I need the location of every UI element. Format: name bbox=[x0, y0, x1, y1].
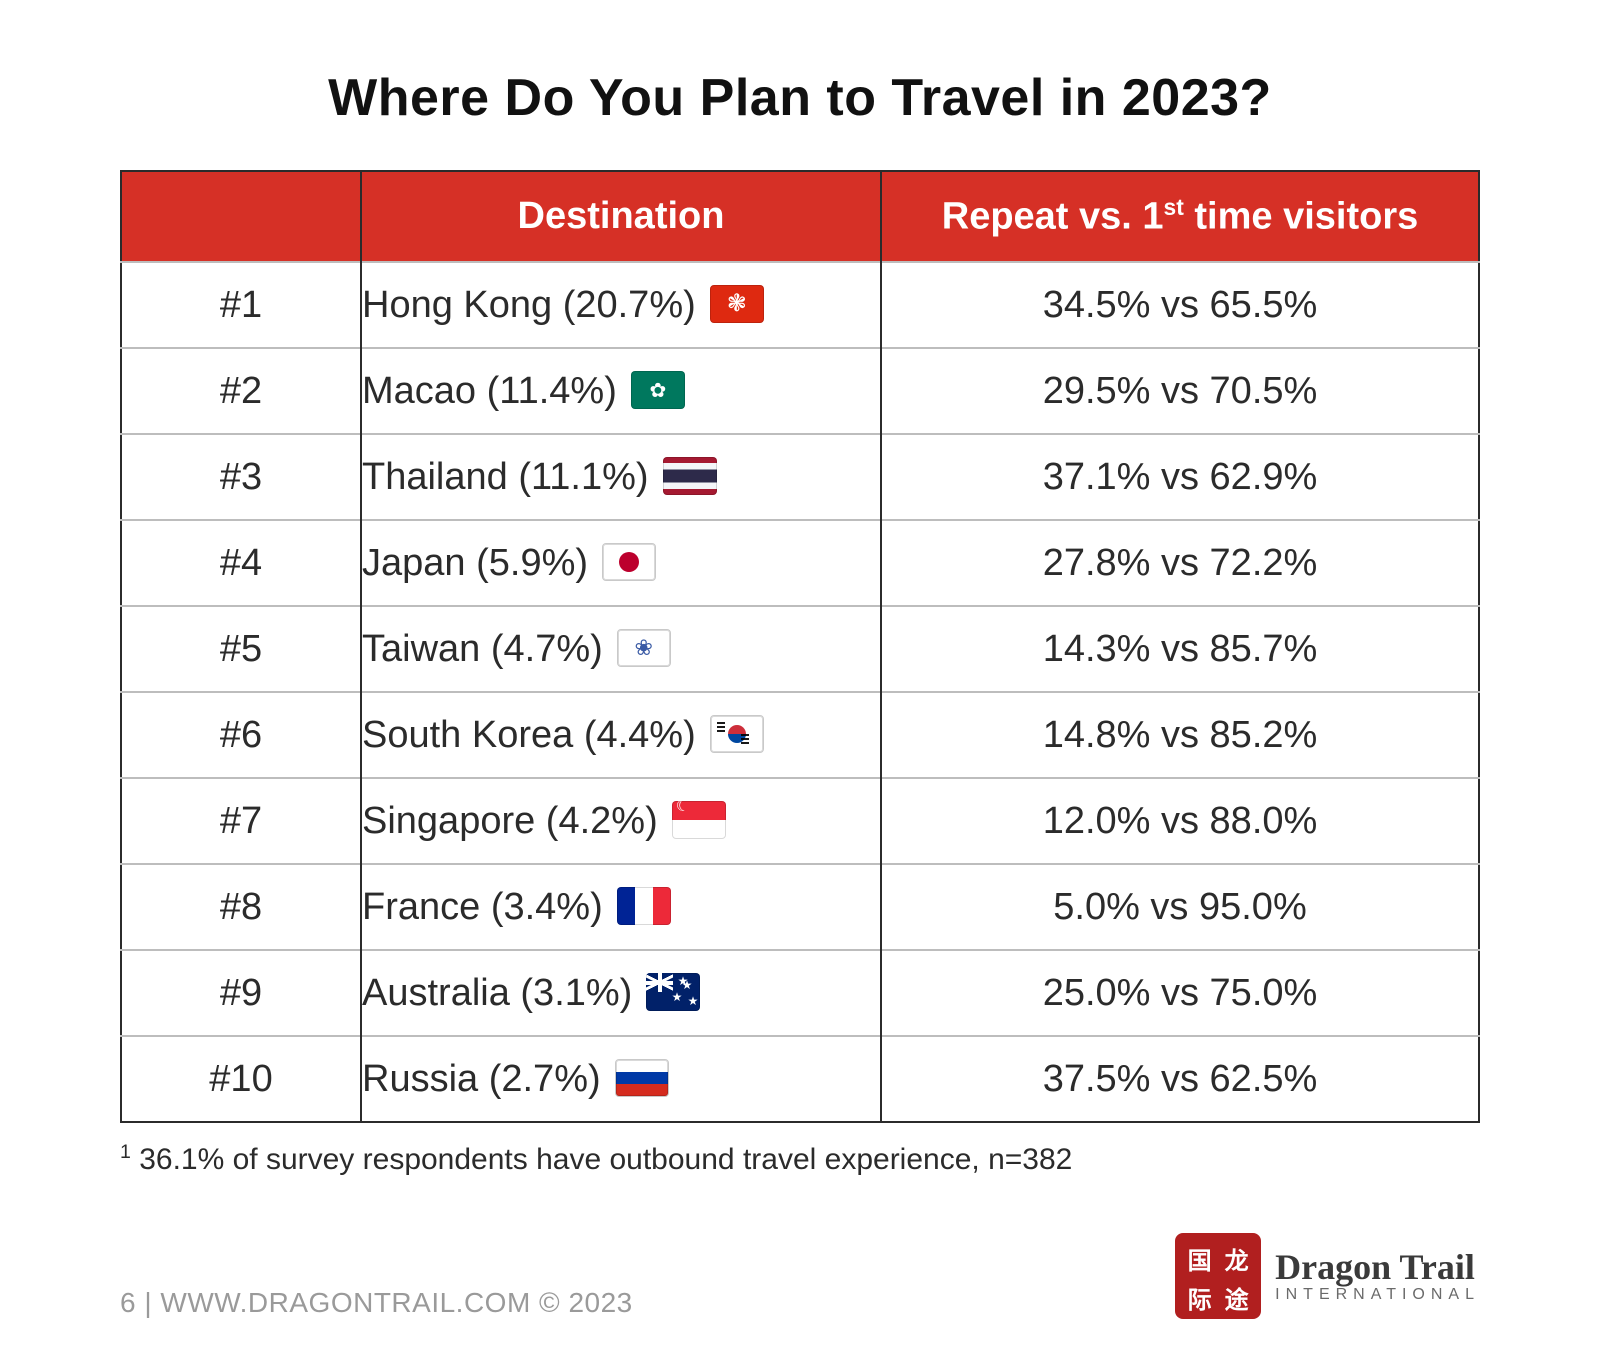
rank-cell: #2 bbox=[121, 348, 361, 434]
visitors-cell: 27.8% vs 72.2% bbox=[881, 520, 1479, 606]
destination-cell: Russia (2.7%) bbox=[361, 1036, 881, 1122]
th-flag-icon bbox=[663, 457, 717, 495]
table-row: #10Russia (2.7%) 37.5% vs 62.5% bbox=[121, 1036, 1479, 1122]
logo-char: 国 bbox=[1183, 1241, 1216, 1276]
rank-cell: #8 bbox=[121, 864, 361, 950]
rank-cell: #4 bbox=[121, 520, 361, 606]
au-flag-icon bbox=[646, 973, 700, 1011]
rank-cell: #6 bbox=[121, 692, 361, 778]
destination-label: Hong Kong (20.7%) bbox=[362, 284, 696, 326]
table-row: #2Macao (11.4%) 29.5% vs 70.5% bbox=[121, 348, 1479, 434]
table-row: #8France (3.4%) 5.0% vs 95.0% bbox=[121, 864, 1479, 950]
hk-flag-icon bbox=[710, 285, 764, 323]
destination-label: Taiwan (4.7%) bbox=[362, 628, 603, 670]
table-row: #1Hong Kong (20.7%) 34.5% vs 65.5% bbox=[121, 262, 1479, 348]
destination-cell: Taiwan (4.7%) bbox=[361, 606, 881, 692]
destination-cell: Macao (11.4%) bbox=[361, 348, 881, 434]
destination-label: Singapore (4.2%) bbox=[362, 800, 658, 842]
rank-cell: #9 bbox=[121, 950, 361, 1036]
sg-flag-icon bbox=[672, 801, 726, 839]
slide-footer: 6 | WWW.DRAGONTRAIL.COM © 2023 国 龙 际 途 D… bbox=[120, 1233, 1480, 1319]
destination-cell: South Korea (4.4%) bbox=[361, 692, 881, 778]
destination-cell: Singapore (4.2%) bbox=[361, 778, 881, 864]
destination-label: Thailand (11.1%) bbox=[362, 456, 649, 498]
ru-flag-icon bbox=[615, 1059, 669, 1097]
brand-logo-mark: 国 龙 际 途 bbox=[1175, 1233, 1261, 1319]
visitors-cell: 34.5% vs 65.5% bbox=[881, 262, 1479, 348]
visitors-cell: 12.0% vs 88.0% bbox=[881, 778, 1479, 864]
travel-table: Destination Repeat vs. 1st time visitors… bbox=[120, 170, 1480, 1123]
col-header-destination: Destination bbox=[361, 171, 881, 262]
rank-cell: #5 bbox=[121, 606, 361, 692]
tw-flag-icon bbox=[617, 629, 671, 667]
table-row: #4Japan (5.9%) 27.8% vs 72.2% bbox=[121, 520, 1479, 606]
destination-label: Macao (11.4%) bbox=[362, 370, 617, 412]
destination-label: Australia (3.1%) bbox=[362, 972, 632, 1014]
logo-char: 龙 bbox=[1220, 1241, 1253, 1276]
destination-label: Japan (5.9%) bbox=[362, 542, 588, 584]
logo-char: 际 bbox=[1183, 1280, 1216, 1315]
visitors-cell: 5.0% vs 95.0% bbox=[881, 864, 1479, 950]
visitors-cell: 37.1% vs 62.9% bbox=[881, 434, 1479, 520]
destination-cell: France (3.4%) bbox=[361, 864, 881, 950]
brand-subtitle: INTERNATIONAL bbox=[1275, 1287, 1480, 1304]
table-header-row: Destination Repeat vs. 1st time visitors bbox=[121, 171, 1479, 262]
slide-title: Where Do You Plan to Travel in 2023? bbox=[120, 68, 1480, 128]
visitors-cell: 25.0% vs 75.0% bbox=[881, 950, 1479, 1036]
brand-name: Dragon Trail bbox=[1275, 1249, 1480, 1287]
slide: Where Do You Plan to Travel in 2023? Des… bbox=[0, 0, 1600, 1359]
rank-cell: #10 bbox=[121, 1036, 361, 1122]
rank-cell: #3 bbox=[121, 434, 361, 520]
jp-flag-icon bbox=[602, 543, 656, 581]
table-row: #5Taiwan (4.7%) 14.3% vs 85.7% bbox=[121, 606, 1479, 692]
destination-cell: Hong Kong (20.7%) bbox=[361, 262, 881, 348]
table-row: #6South Korea (4.4%) 14.8% vs 85.2% bbox=[121, 692, 1479, 778]
mo-flag-icon bbox=[631, 371, 685, 409]
footnote: 1 36.1% of survey respondents have outbo… bbox=[120, 1141, 1480, 1177]
kr-flag-icon bbox=[710, 715, 764, 753]
destination-cell: Australia (3.1%) bbox=[361, 950, 881, 1036]
rank-cell: #1 bbox=[121, 262, 361, 348]
table-row: #7Singapore (4.2%) 12.0% vs 88.0% bbox=[121, 778, 1479, 864]
destination-cell: Thailand (11.1%) bbox=[361, 434, 881, 520]
logo-char: 途 bbox=[1220, 1280, 1253, 1315]
visitors-cell: 14.8% vs 85.2% bbox=[881, 692, 1479, 778]
col-header-rank bbox=[121, 171, 361, 262]
destination-cell: Japan (5.9%) bbox=[361, 520, 881, 606]
table-row: #9Australia (3.1%) 25.0% vs 75.0% bbox=[121, 950, 1479, 1036]
brand-logo: 国 龙 际 途 Dragon Trail INTERNATIONAL bbox=[1175, 1233, 1480, 1319]
col-header-visitors: Repeat vs. 1st time visitors bbox=[881, 171, 1479, 262]
visitors-cell: 37.5% vs 62.5% bbox=[881, 1036, 1479, 1122]
footer-page-info: 6 | WWW.DRAGONTRAIL.COM © 2023 bbox=[120, 1287, 633, 1319]
fr-flag-icon bbox=[617, 887, 671, 925]
destination-label: South Korea (4.4%) bbox=[362, 714, 696, 756]
visitors-cell: 29.5% vs 70.5% bbox=[881, 348, 1479, 434]
table-row: #3Thailand (11.1%) 37.1% vs 62.9% bbox=[121, 434, 1479, 520]
destination-label: Russia (2.7%) bbox=[362, 1058, 601, 1100]
destination-label: France (3.4%) bbox=[362, 886, 603, 928]
visitors-cell: 14.3% vs 85.7% bbox=[881, 606, 1479, 692]
brand-logo-text: Dragon Trail INTERNATIONAL bbox=[1275, 1249, 1480, 1304]
rank-cell: #7 bbox=[121, 778, 361, 864]
